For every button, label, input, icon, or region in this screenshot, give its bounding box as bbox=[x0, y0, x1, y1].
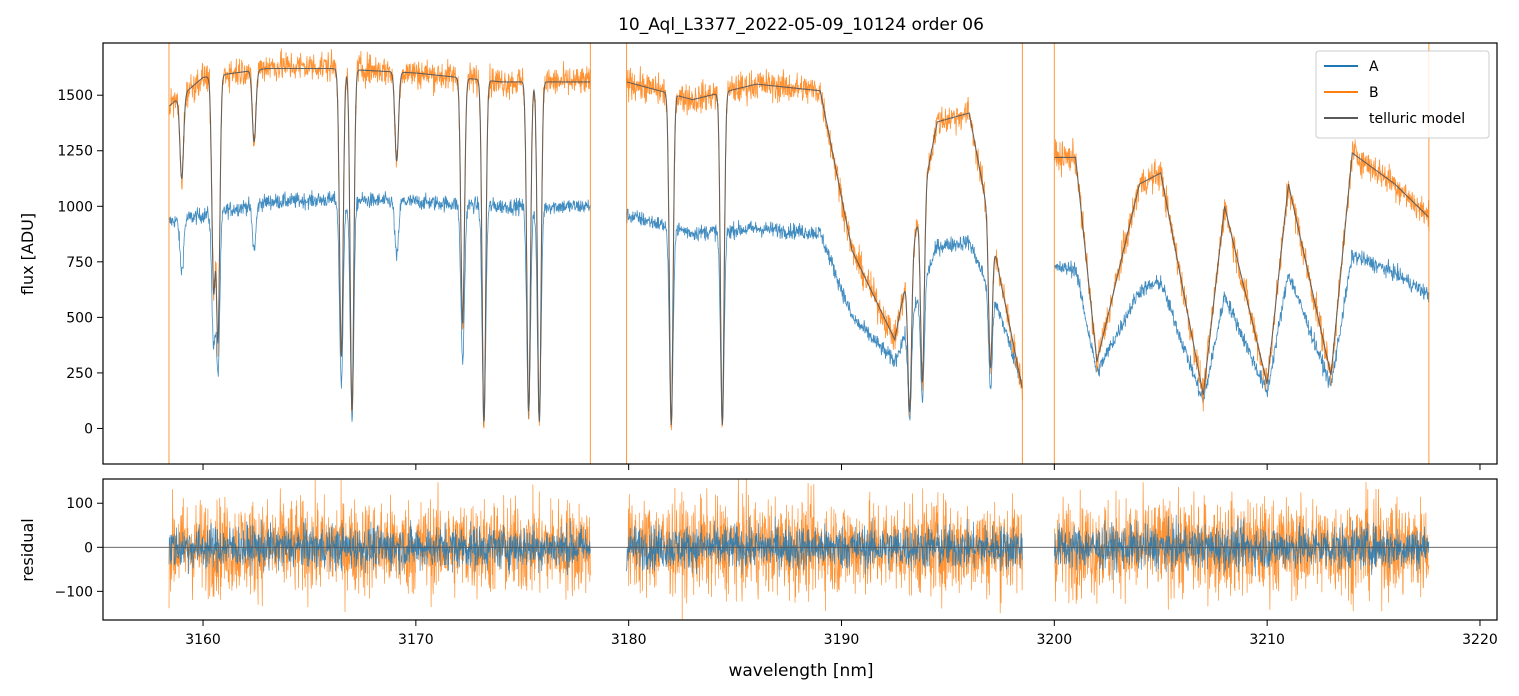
top-y-axis-label: flux [ADU] bbox=[18, 213, 37, 295]
series-telluric-model-segment-2 bbox=[1054, 152, 1430, 396]
top-y-tick-label-750: 750 bbox=[66, 255, 93, 271]
bottom-y-tick-label--100: −100 bbox=[55, 584, 93, 600]
top-y-tick-label-0: 0 bbox=[84, 421, 93, 437]
bottom-plot-area bbox=[103, 479, 1497, 620]
bottom-x-tick-label-3160: 3160 bbox=[185, 632, 221, 648]
bottom-x-tick-label-3190: 3190 bbox=[824, 632, 860, 648]
residual-B-residual-segment-1 bbox=[626, 479, 1023, 620]
bottom-x-tick-label-3170: 3170 bbox=[398, 632, 434, 648]
bottom-axes-frame bbox=[102, 478, 1498, 621]
bottom-y-tick-label-100: 100 bbox=[66, 496, 93, 512]
residual-A-residual-segment-0 bbox=[168, 518, 591, 576]
top-x-ticks bbox=[202, 464, 1481, 470]
series-A-segment-1 bbox=[626, 208, 1023, 424]
series-telluric-model-segment-0 bbox=[168, 67, 591, 422]
bottom-x-tick-label-3220: 3220 bbox=[1462, 632, 1498, 648]
bottom-y-axis: −100 0 100 bbox=[55, 496, 103, 600]
residual-B-residual-segment-0 bbox=[168, 479, 591, 613]
residual-A-residual-segment-1 bbox=[626, 516, 1023, 577]
top-y-tick-label-1500: 1500 bbox=[57, 88, 93, 104]
bottom-y-axis-label: residual bbox=[18, 518, 37, 581]
bottom-x-axis: 3160 3170 3180 3190 3200 3210 3220 bbox=[185, 620, 1498, 648]
legend-label-telluric: telluric model bbox=[1369, 111, 1465, 127]
residual-A-residual-segment-2 bbox=[1053, 514, 1430, 581]
series-B-segment-2 bbox=[1053, 137, 1430, 412]
top-y-tick-label-250: 250 bbox=[66, 366, 93, 382]
top-plot-area bbox=[168, 43, 1430, 464]
bottom-x-tick-label-3200: 3200 bbox=[1037, 632, 1073, 648]
x-axis-label: wavelength [nm] bbox=[728, 661, 873, 681]
legend: A B telluric model bbox=[1315, 50, 1490, 139]
top-y-tick-label-500: 500 bbox=[66, 310, 93, 326]
top-y-tick-label-1000: 1000 bbox=[57, 199, 93, 215]
top-axes-frame bbox=[102, 42, 1498, 465]
chart-title: 10_Aql_L3377_2022-05-09_10124 order 06 bbox=[618, 15, 984, 35]
legend-frame bbox=[1315, 50, 1490, 139]
top-y-tick-label-1250: 1250 bbox=[57, 144, 93, 160]
series-telluric-model-segment-1 bbox=[626, 81, 1023, 426]
series-A-segment-2 bbox=[1053, 249, 1430, 404]
series-A-segment-0 bbox=[168, 190, 591, 427]
bottom-y-tick-label-0: 0 bbox=[84, 540, 93, 556]
bottom-x-tick-label-3180: 3180 bbox=[611, 632, 647, 648]
top-y-axis: 0 250 500 750 1000 1250 1500 bbox=[57, 88, 103, 437]
bottom-x-tick-label-3210: 3210 bbox=[1249, 632, 1285, 648]
legend-label-b: B bbox=[1369, 85, 1379, 101]
legend-label-a: A bbox=[1369, 59, 1379, 75]
